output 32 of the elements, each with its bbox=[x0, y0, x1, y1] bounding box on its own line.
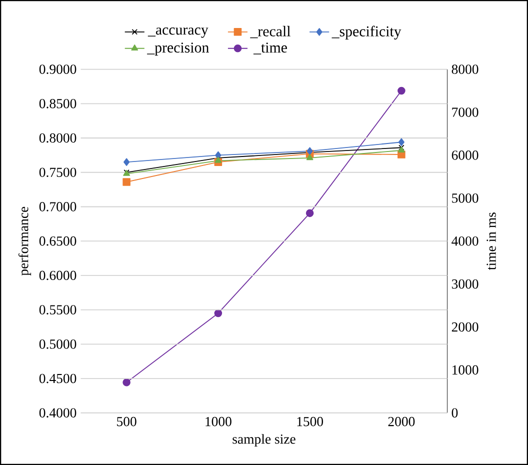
y-tick-label: 0.6000 bbox=[39, 270, 76, 280]
y2-tick-label: 1000 bbox=[452, 365, 478, 375]
y-tick-label: 0.8000 bbox=[39, 133, 76, 143]
y-tick-label: 0.5500 bbox=[39, 305, 76, 314]
x-tick-label: 1500 bbox=[297, 416, 324, 426]
y-tick-label: 0.8500 bbox=[39, 98, 76, 108]
legend-label: _specificity bbox=[332, 26, 402, 40]
y2-tick-label: 8000 bbox=[452, 64, 478, 74]
y2-tick-label: 7000 bbox=[452, 108, 478, 117]
x-tick-label: 500 bbox=[117, 416, 136, 426]
y2-tick-label: 4000 bbox=[452, 236, 478, 246]
y-tick-label: 0.6500 bbox=[39, 236, 76, 246]
y-axis-title: performance bbox=[18, 206, 32, 276]
y-tick-label: 0.7500 bbox=[39, 168, 76, 178]
y2-tick-label: 6000 bbox=[452, 150, 478, 160]
legend-label: _recall bbox=[250, 26, 290, 38]
x-tick-label: 1000 bbox=[206, 416, 232, 426]
y-tick-label: 0.9000 bbox=[39, 64, 76, 74]
y2-tick-label: 0 bbox=[452, 408, 458, 418]
y-tick-label: 0.4500 bbox=[39, 374, 76, 384]
y2-axis-title: time in ms bbox=[486, 212, 496, 270]
legend-label: _time bbox=[253, 42, 287, 54]
x-tick-label: 2000 bbox=[388, 416, 415, 426]
y2-tick-label: 5000 bbox=[452, 193, 478, 203]
x-axis-title: sample size bbox=[232, 434, 296, 447]
y2-tick-label: 3000 bbox=[452, 279, 478, 289]
y2-tick-label: 2000 bbox=[452, 322, 478, 332]
legend-label: _accuracy bbox=[148, 28, 208, 38]
y-tick-label: 0.7000 bbox=[39, 202, 76, 212]
y-tick-label: 0.5000 bbox=[39, 340, 76, 349]
y-tick-label: 0.4000 bbox=[39, 408, 76, 418]
legend-label: _precision bbox=[147, 42, 209, 56]
